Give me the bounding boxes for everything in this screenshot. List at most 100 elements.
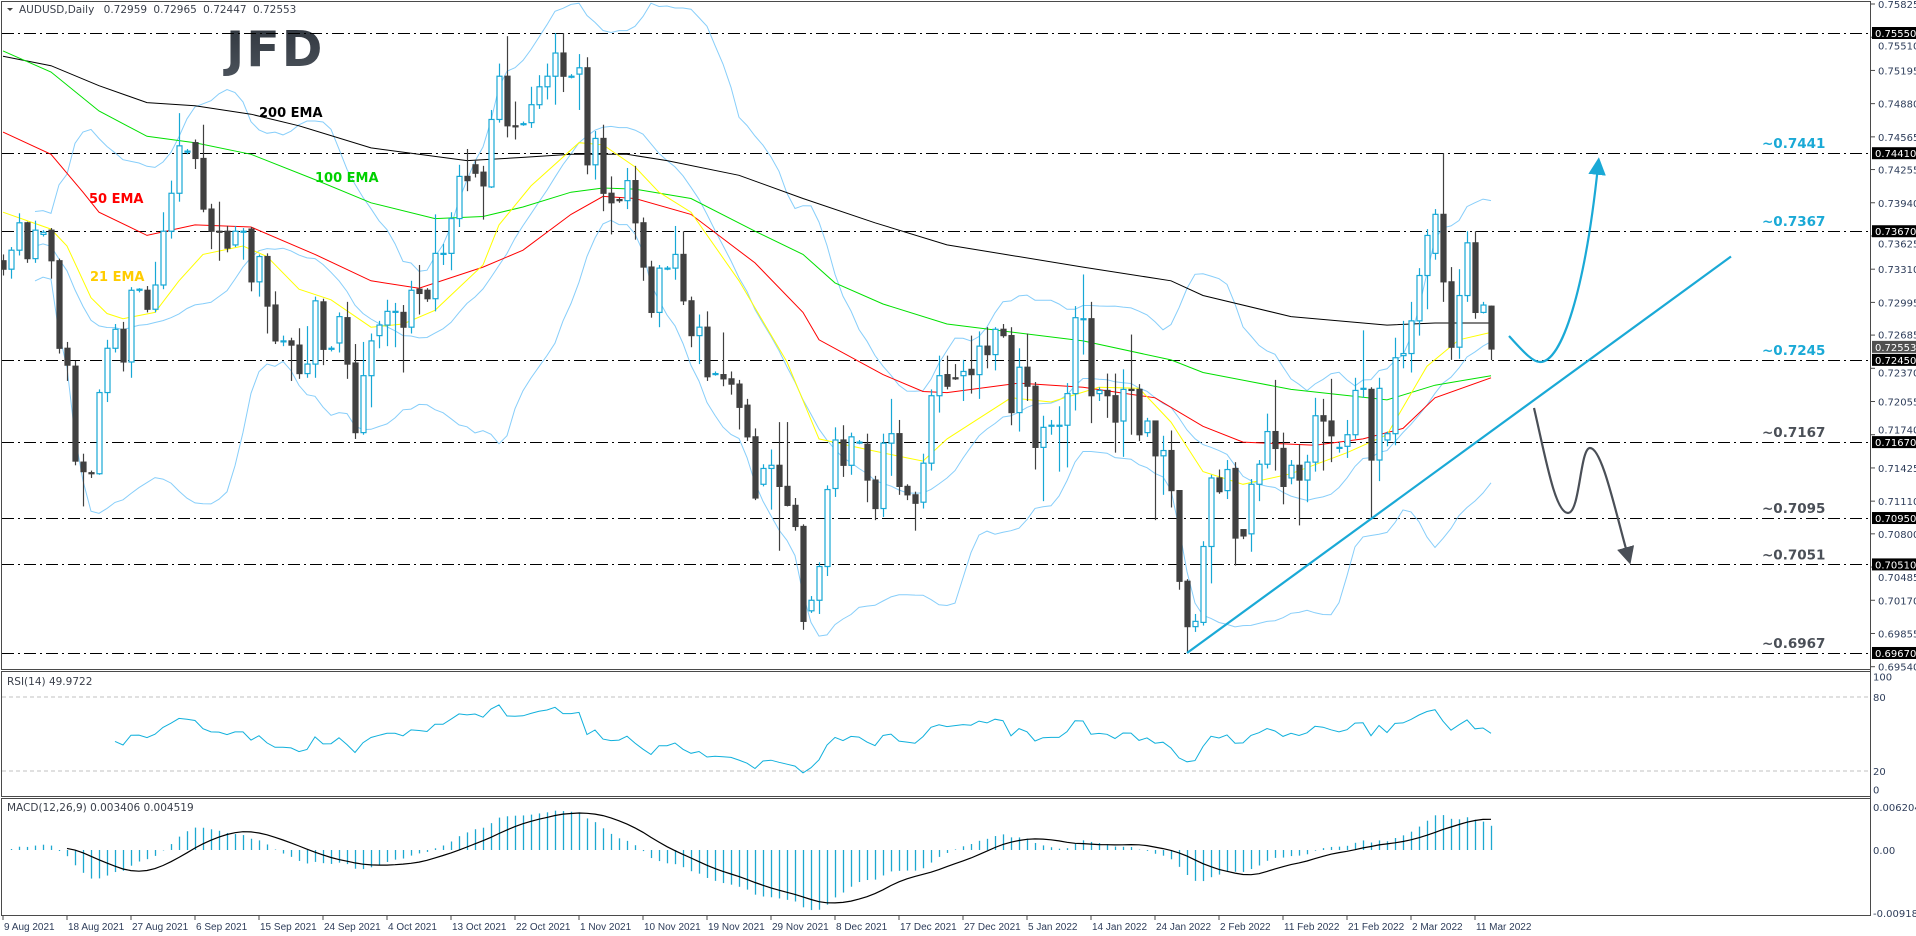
candle-body bbox=[1248, 483, 1255, 535]
candle-body bbox=[40, 231, 47, 235]
bullish-candle bbox=[1360, 330, 1367, 398]
bullish-candle bbox=[848, 432, 855, 475]
candle-body bbox=[592, 137, 599, 166]
level-annotation: ~0.7367 bbox=[1762, 214, 1825, 230]
bullish-candle bbox=[280, 335, 287, 347]
bearish-candle bbox=[480, 165, 487, 220]
candle-body bbox=[512, 125, 519, 128]
candle-body bbox=[1232, 467, 1239, 539]
bearish-candle bbox=[504, 36, 511, 138]
low-value: 0.72447 bbox=[203, 4, 246, 16]
price-tick-label: 0.73625 bbox=[1878, 240, 1916, 251]
candle-body bbox=[320, 301, 327, 350]
bullish-candle bbox=[1432, 209, 1439, 260]
date-label: 17 Dec 2021 bbox=[900, 922, 957, 933]
price-panel bbox=[1, 1, 1871, 670]
bullish-candle bbox=[1392, 337, 1399, 446]
ema200-label: 200 EMA bbox=[259, 106, 323, 121]
level-annotation: ~0.7095 bbox=[1762, 501, 1825, 517]
candle-body bbox=[1128, 388, 1135, 392]
candle-body bbox=[608, 192, 615, 204]
bullish-candle bbox=[376, 320, 383, 349]
bollinger-upper bbox=[34, 2, 1492, 392]
bearish-candle bbox=[120, 321, 127, 372]
bearish-candle bbox=[1032, 382, 1039, 470]
rsi-label: RSI(14) 49.9722 bbox=[7, 676, 92, 688]
candle-body bbox=[152, 284, 159, 310]
bearish-candle bbox=[704, 311, 711, 381]
bearish-candle bbox=[792, 497, 799, 531]
candle-body bbox=[776, 464, 783, 487]
ema50-label: 50 EMA bbox=[89, 192, 144, 207]
candle-body bbox=[352, 362, 359, 434]
candle-body bbox=[720, 374, 727, 380]
bullish-candle bbox=[1248, 479, 1255, 552]
candle-body bbox=[992, 328, 999, 356]
candle-body bbox=[480, 171, 487, 187]
candle-body bbox=[384, 310, 391, 326]
bullish-candle bbox=[1344, 419, 1351, 458]
collapse-triangle-icon[interactable] bbox=[7, 8, 13, 11]
bullish-candle bbox=[232, 225, 239, 248]
candle-body bbox=[368, 340, 375, 377]
candle-body bbox=[1176, 490, 1183, 582]
bullish-candle bbox=[1096, 387, 1103, 401]
bearish-candle bbox=[1112, 373, 1119, 453]
price-tick-label: 0.69540 bbox=[1878, 663, 1916, 674]
candle-body bbox=[952, 377, 959, 380]
candle-body bbox=[1424, 234, 1431, 277]
candle-body bbox=[896, 433, 903, 487]
bearish-candle bbox=[216, 201, 223, 261]
bullish-candle bbox=[1288, 460, 1295, 485]
level-price-box bbox=[1872, 27, 1916, 39]
candle-body bbox=[840, 439, 847, 466]
bearish-candle bbox=[352, 344, 359, 439]
candle-body bbox=[632, 180, 639, 224]
date-label: 27 Dec 2021 bbox=[964, 922, 1021, 933]
candle-body bbox=[48, 229, 55, 262]
bearish-candle bbox=[200, 124, 207, 213]
bearish-candle bbox=[48, 228, 55, 279]
candle-body bbox=[808, 599, 815, 612]
candle-body bbox=[1184, 580, 1191, 628]
candle-body bbox=[1008, 335, 1015, 414]
date-label: 29 Nov 2021 bbox=[772, 922, 829, 933]
bearish-candle bbox=[728, 371, 735, 395]
candle-body bbox=[1472, 242, 1479, 314]
candle-body bbox=[576, 67, 583, 75]
candle-body bbox=[656, 267, 663, 314]
bullish-candle bbox=[368, 333, 375, 408]
bearish-candle bbox=[224, 225, 231, 253]
date-label: 4 Oct 2021 bbox=[388, 922, 437, 933]
candle-body bbox=[728, 378, 735, 385]
candle-body bbox=[768, 464, 775, 470]
bearish-candle bbox=[1176, 490, 1183, 590]
uptrend-line[interactable] bbox=[1186, 255, 1732, 654]
bearish-candle bbox=[640, 217, 647, 281]
price-tick-label: 0.72055 bbox=[1878, 398, 1916, 409]
candle-body bbox=[1064, 393, 1071, 426]
bearish-candle bbox=[88, 470, 95, 478]
bearish-candle bbox=[1440, 153, 1447, 302]
bullish-candle bbox=[768, 449, 775, 510]
rsi-axis-label: 0 bbox=[1873, 786, 1879, 797]
date-label: 14 Jan 2022 bbox=[1092, 922, 1147, 933]
candle-body bbox=[136, 288, 143, 291]
date-label: 2 Mar 2022 bbox=[1412, 922, 1463, 933]
bearish-candle bbox=[1320, 398, 1327, 471]
bullish-candle bbox=[928, 389, 935, 471]
bullish-candle bbox=[1072, 306, 1079, 411]
candle-body bbox=[752, 436, 759, 499]
date-label: 21 Feb 2022 bbox=[1348, 922, 1405, 933]
candle-body bbox=[984, 345, 991, 356]
ema200-line bbox=[2, 55, 1491, 326]
bullish-candle bbox=[960, 359, 967, 401]
candle-body bbox=[288, 340, 295, 346]
bearish-candle bbox=[1000, 324, 1007, 338]
bullish-candle bbox=[808, 596, 815, 613]
bullish-candle bbox=[1336, 442, 1343, 453]
bearish-candle bbox=[80, 453, 87, 507]
candle-body bbox=[1088, 318, 1095, 397]
bearish-candle bbox=[296, 328, 303, 379]
